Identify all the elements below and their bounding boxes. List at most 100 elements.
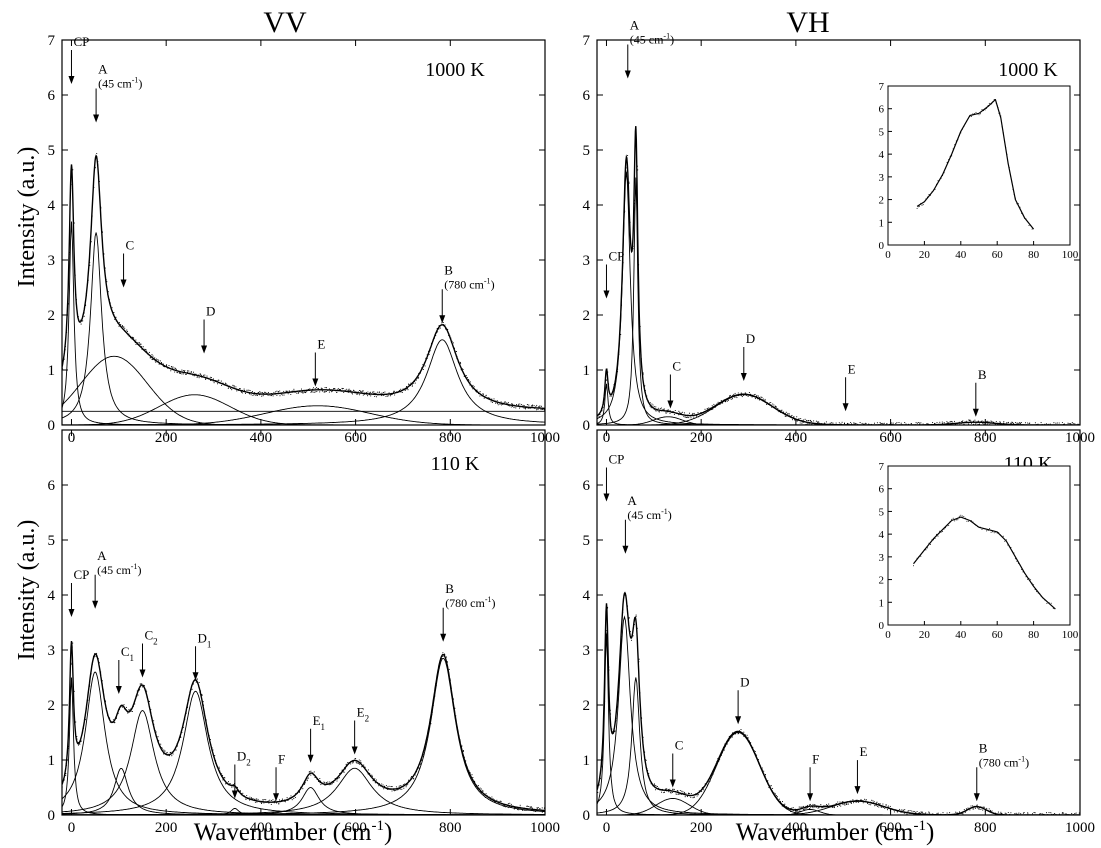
data-point bbox=[500, 404, 503, 406]
data-point bbox=[683, 791, 686, 793]
data-point bbox=[493, 801, 495, 803]
inset-data-point bbox=[1012, 188, 1014, 190]
data-point bbox=[286, 390, 288, 392]
data-point bbox=[293, 388, 295, 390]
data-point bbox=[263, 798, 265, 801]
inset-data-point bbox=[1010, 547, 1012, 548]
peak-label-b: B bbox=[978, 367, 987, 382]
data-point bbox=[808, 804, 810, 806]
inset-data-point bbox=[960, 132, 962, 134]
inset-data-point bbox=[995, 531, 997, 533]
data-point bbox=[384, 391, 386, 393]
data-point bbox=[196, 678, 199, 680]
data-point bbox=[370, 395, 372, 397]
arrow-head bbox=[440, 633, 447, 642]
inset-data-point bbox=[1006, 153, 1008, 155]
data-point bbox=[861, 422, 863, 424]
data-point bbox=[141, 686, 143, 688]
data-point bbox=[826, 803, 828, 806]
data-point bbox=[336, 391, 338, 393]
data-point bbox=[112, 719, 114, 721]
inset-y-tick-label: 3 bbox=[879, 172, 885, 184]
arrow-head bbox=[439, 315, 446, 324]
data-point bbox=[1075, 812, 1077, 814]
inset-data-point bbox=[1013, 193, 1015, 195]
inset-data-point bbox=[918, 556, 920, 557]
data-point bbox=[1066, 815, 1067, 816]
data-point bbox=[527, 805, 529, 808]
data-point bbox=[313, 391, 315, 393]
data-point bbox=[798, 417, 800, 420]
data-point bbox=[1020, 813, 1022, 815]
data-point bbox=[324, 391, 326, 393]
data-point bbox=[324, 387, 326, 389]
data-point bbox=[257, 392, 259, 394]
data-point bbox=[734, 392, 736, 394]
inset-data-point bbox=[948, 159, 950, 160]
inset-data-point bbox=[1025, 218, 1027, 220]
inset-data-point bbox=[992, 101, 994, 102]
data-point bbox=[171, 755, 173, 757]
data-point bbox=[281, 394, 284, 396]
data-point bbox=[142, 346, 144, 348]
data-point bbox=[250, 394, 252, 396]
data-point bbox=[961, 813, 963, 815]
data-point bbox=[325, 387, 328, 389]
data-point bbox=[877, 802, 879, 805]
data-point bbox=[403, 787, 405, 789]
inset-data-point bbox=[1039, 593, 1041, 595]
x-tick-label: 0 bbox=[68, 820, 76, 836]
data-point bbox=[306, 780, 308, 782]
x-tick-label: 400 bbox=[250, 820, 273, 836]
data-point bbox=[946, 421, 948, 423]
data-point bbox=[1023, 425, 1024, 426]
data-point bbox=[499, 403, 501, 405]
data-point bbox=[811, 421, 813, 423]
data-point bbox=[730, 394, 732, 396]
data-point bbox=[297, 392, 299, 394]
data-point bbox=[319, 777, 321, 780]
x-tick-label: 0 bbox=[603, 430, 611, 446]
inset-data-point bbox=[945, 527, 947, 529]
fit-component-4 bbox=[597, 732, 1080, 815]
arrow-head bbox=[68, 76, 75, 84]
data-point bbox=[381, 392, 383, 394]
data-point bbox=[312, 391, 314, 393]
data-point bbox=[774, 406, 776, 408]
data-point bbox=[496, 402, 499, 405]
inset-data-point bbox=[949, 521, 951, 522]
data-point bbox=[1039, 816, 1040, 817]
inset-data-point bbox=[993, 532, 995, 534]
data-point bbox=[746, 734, 748, 736]
data-point bbox=[703, 789, 705, 791]
inset-data-point bbox=[937, 180, 939, 182]
data-point bbox=[125, 706, 128, 708]
data-point bbox=[922, 811, 924, 813]
data-point bbox=[487, 798, 490, 800]
data-point bbox=[239, 388, 241, 390]
inset-data-point bbox=[967, 117, 969, 119]
inset-data-point bbox=[983, 110, 984, 112]
data-point bbox=[842, 804, 844, 806]
data-point bbox=[262, 799, 264, 801]
data-point bbox=[202, 374, 205, 376]
data-point bbox=[518, 407, 521, 409]
data-point bbox=[406, 784, 408, 786]
data-point bbox=[375, 779, 378, 781]
data-point bbox=[383, 788, 385, 790]
data-point bbox=[724, 401, 727, 403]
data-point bbox=[855, 423, 857, 425]
data-point bbox=[483, 397, 485, 399]
inset-data-point bbox=[994, 99, 996, 101]
data-point bbox=[702, 414, 704, 416]
inset-data-point bbox=[966, 120, 968, 122]
data-point bbox=[437, 331, 439, 333]
y-tick-label: 1 bbox=[583, 753, 591, 769]
data-point bbox=[802, 809, 804, 811]
data-point bbox=[327, 781, 329, 783]
data-point bbox=[1021, 816, 1022, 817]
data-point bbox=[423, 753, 425, 756]
data-point bbox=[681, 790, 683, 792]
inset-data-point bbox=[1001, 535, 1003, 537]
